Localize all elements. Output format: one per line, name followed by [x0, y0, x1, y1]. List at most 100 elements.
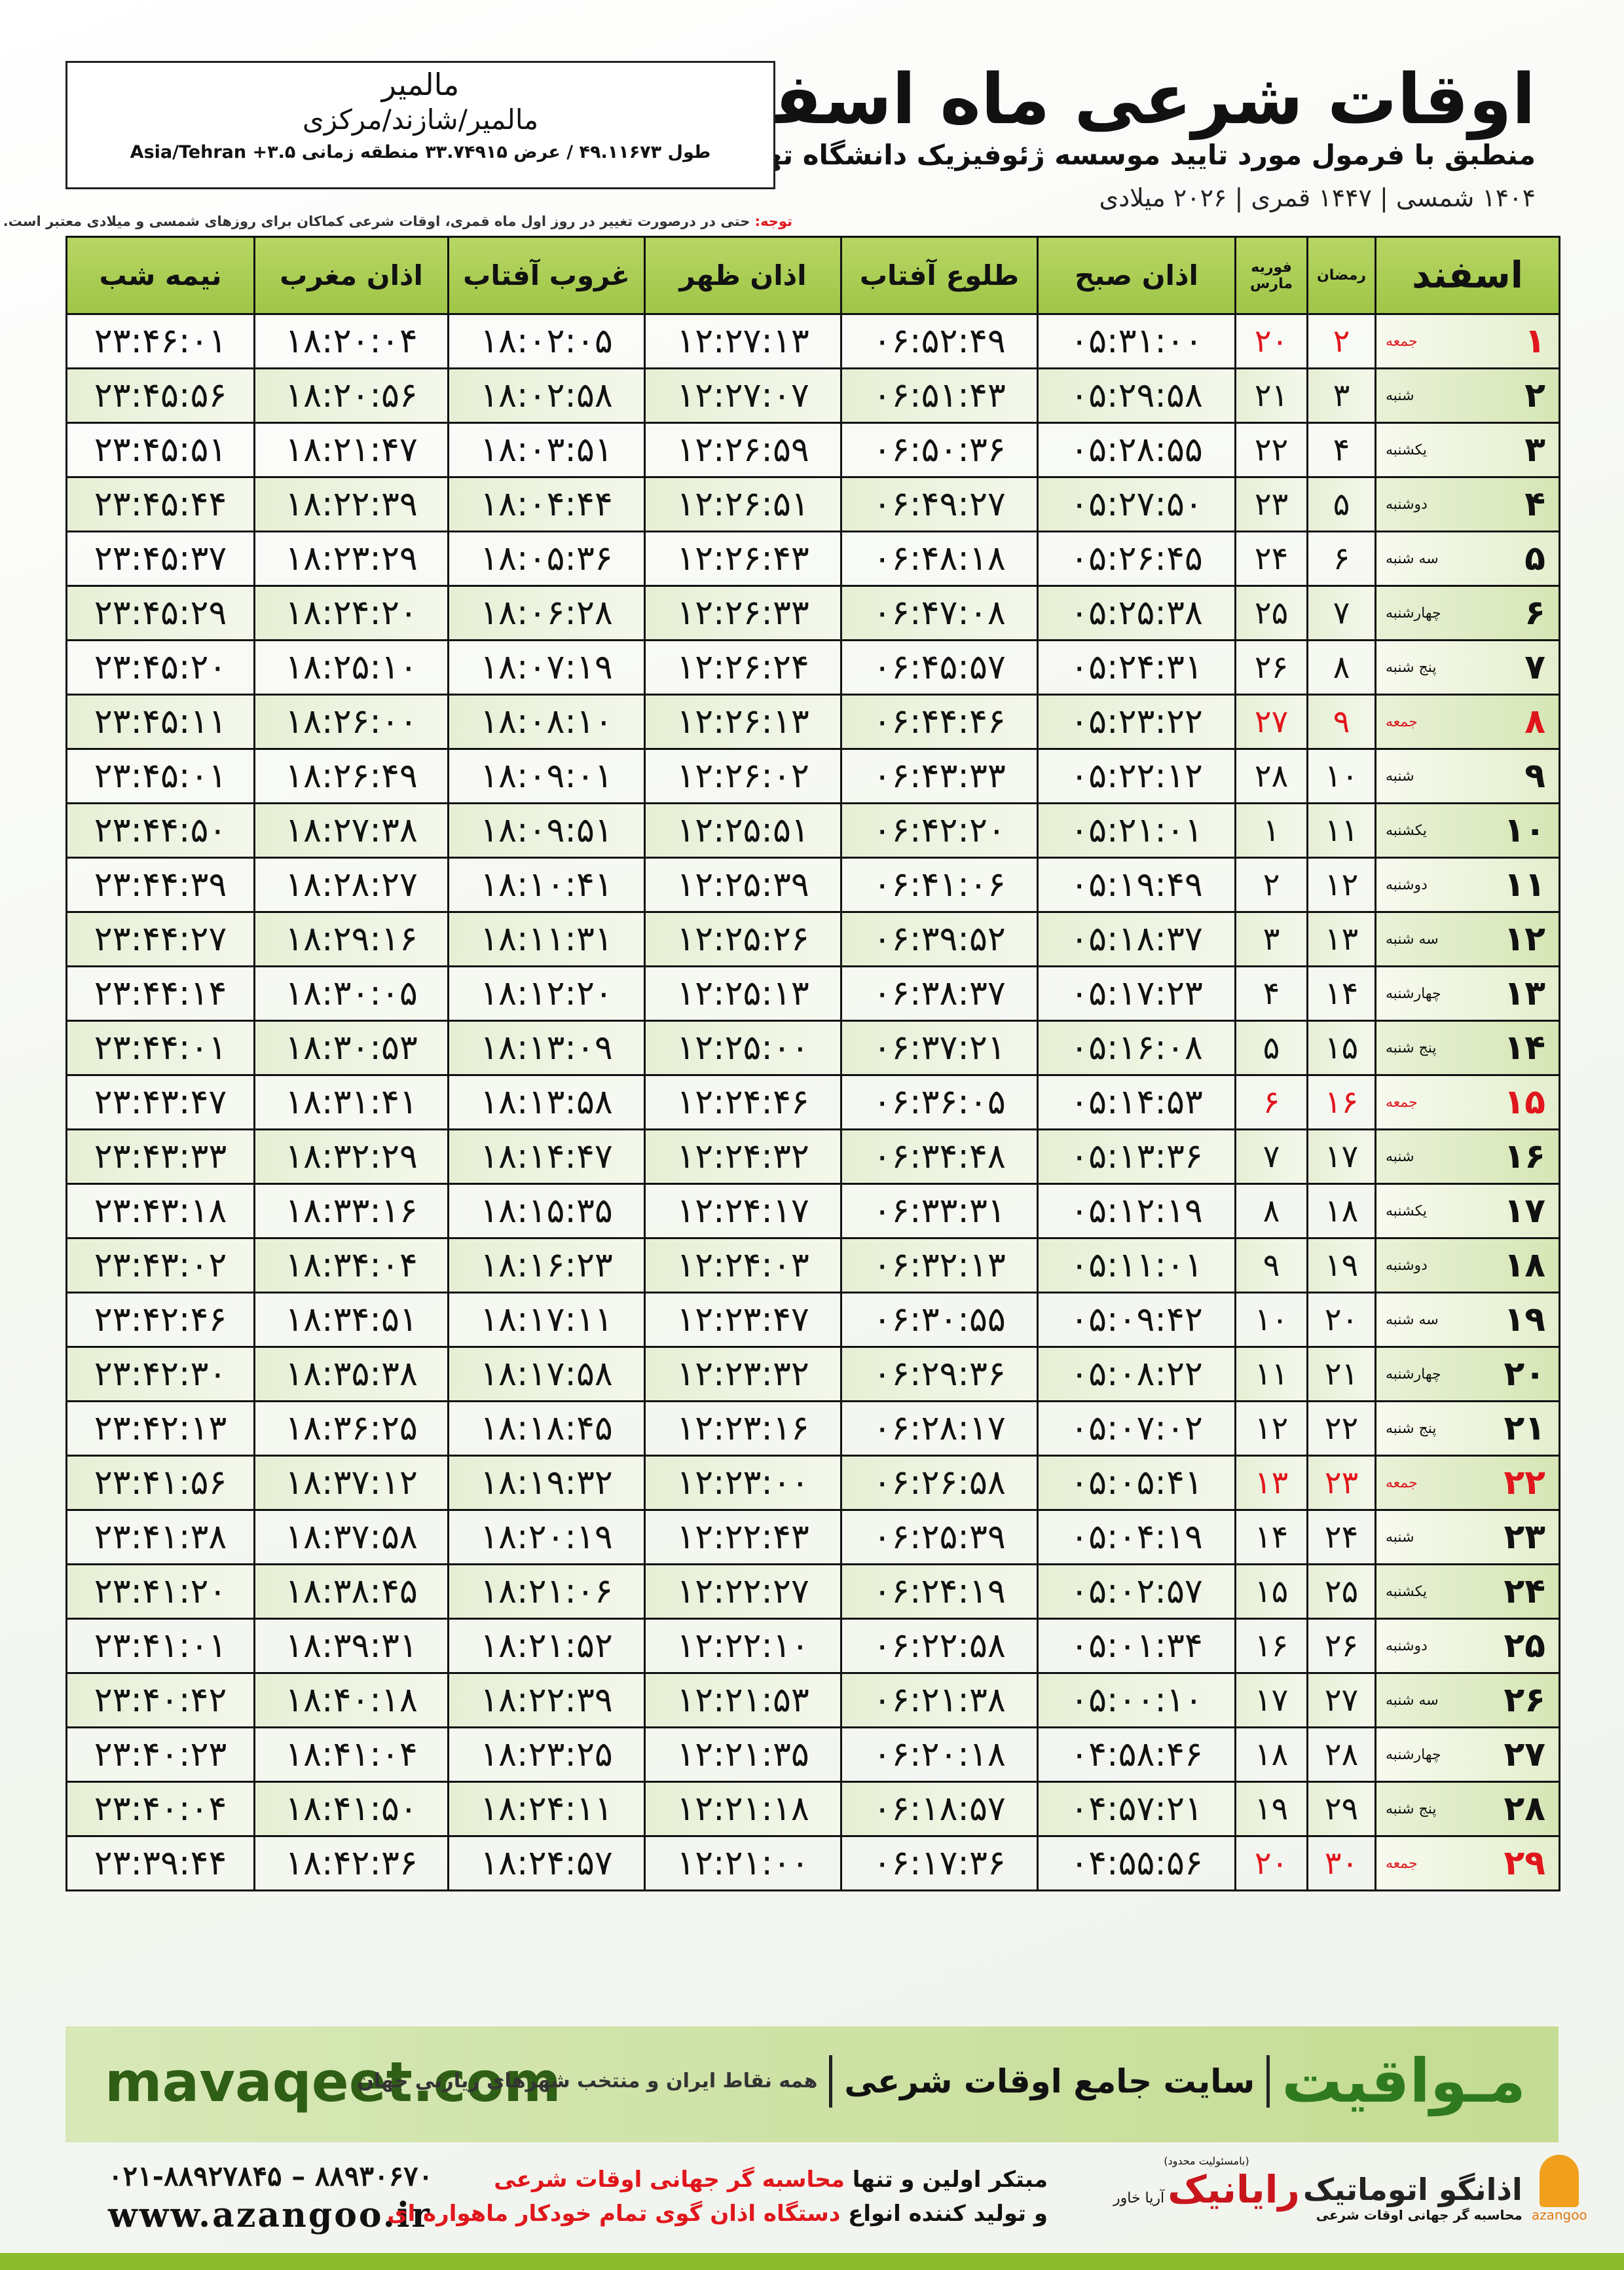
date-cell: ۱۶	[1306, 1074, 1376, 1130]
weekday: سه شنبه	[1386, 550, 1439, 567]
time-cell: ۰۵:۱۴:۵۳	[1037, 1074, 1236, 1130]
day-wrap: ۲ شنبه	[1376, 376, 1559, 415]
time-cell: ۱۸:۴۰:۱۸	[253, 1672, 449, 1728]
time-cell: ۱۸:۲۴:۵۷	[447, 1835, 646, 1891]
company-line: مبتکر اولین و تنها محاسبه گر جهانی اوقات…	[387, 2163, 1048, 2197]
bottom-strip	[0, 2253, 1624, 2270]
time-cell: ۱۲:۲۶:۵۹	[644, 422, 842, 478]
time-cell: ۱۸:۱۳:۵۸	[447, 1074, 646, 1130]
column-header: اذان مغرب	[253, 236, 449, 315]
text: مبتکر اولین و تنها	[844, 2167, 1048, 2193]
time-cell: ۱۸:۳۴:۰۴	[253, 1237, 449, 1293]
time-cell: ۰۶:۴۴:۴۶	[840, 694, 1039, 750]
time-cell: ۱۸:۰۹:۵۱	[447, 802, 646, 859]
logo-icon	[1540, 2155, 1579, 2207]
day-wrap: ۷ پنج شنبه	[1376, 648, 1559, 687]
time-cell: ۰۶:۲۵:۳۹	[840, 1509, 1039, 1565]
day-wrap: ۱۵ جمعه	[1376, 1083, 1559, 1122]
day-cell: ۹ شنبه	[1375, 748, 1560, 804]
time-cell: ۰۶:۳۰:۵۵	[840, 1292, 1039, 1348]
day-number: ۲۸	[1504, 1789, 1545, 1829]
date-cell: ۷	[1234, 1128, 1308, 1185]
day-cell: ۲۳ شنبه	[1375, 1509, 1560, 1565]
day-number: ۱۲	[1504, 920, 1545, 959]
brand: مـواقیت	[1282, 2046, 1526, 2116]
weekday: پنج شنبه	[1386, 659, 1437, 676]
weekday: جمعه	[1386, 1855, 1418, 1872]
time-cell: ۰۵:۱۱:۰۱	[1037, 1237, 1236, 1293]
time-cell: ۲۳:۴۵:۵۶	[65, 367, 255, 424]
date-cell: ۱۱	[1306, 802, 1376, 859]
date-cell: ۲۵	[1234, 585, 1308, 641]
time-cell: ۱۲:۲۴:۱۷	[644, 1183, 842, 1239]
time-cell: ۱۲:۲۴:۴۶	[644, 1074, 842, 1130]
date-cell: ۱۰	[1306, 748, 1376, 804]
logo-text: اذانگو اتوماتیک	[1303, 2172, 1522, 2207]
weekday: شنبه	[1386, 768, 1414, 785]
table-row: ۲۶ سه شنبه ۲۷ ۱۷ ۰۵:۰۰:۱۰ ۰۶:۲۱:۳۸ ۱۲:۲۱:۵۳ ۱۸:…	[65, 1672, 1560, 1728]
table-row: ۱۷ یکشنبه ۱۸ ۸ ۰۵:۱۲:۱۹ ۰۶:۳۳:۳۱ ۱۲:۲۴:۱۷ ۱۸:۱۵…	[65, 1183, 1560, 1239]
time-cell: ۲۳:۴۲:۳۰	[65, 1346, 255, 1402]
time-cell: ۱۸:۳۹:۳۱	[253, 1618, 449, 1674]
time-cell: ۱۲:۲۳:۰۰	[644, 1455, 842, 1511]
day-cell: ۱۷ یکشنبه	[1375, 1183, 1560, 1239]
day-cell: ۲ شنبه	[1375, 367, 1560, 424]
date-cell: ۱۷	[1234, 1672, 1308, 1728]
time-cell: ۱۸:۱۷:۵۸	[447, 1346, 646, 1402]
time-cell: ۱۸:۱۲:۲۰	[447, 965, 646, 1022]
column-header: رمضان	[1306, 236, 1376, 315]
logo-note: (بامسئولیت محدود)	[1164, 2155, 1249, 2167]
time-cell: ۰۵:۰۱:۳۴	[1037, 1618, 1236, 1674]
website[interactable]: www.azangoo.ir	[108, 2195, 432, 2235]
date-cell: ۱۱	[1234, 1346, 1308, 1402]
weekday: یکشنبه	[1386, 1202, 1427, 1219]
time-cell: ۰۶:۳۳:۳۱	[840, 1183, 1039, 1239]
date-cell: ۹	[1306, 694, 1376, 750]
day-number: ۲۱	[1504, 1409, 1545, 1448]
time-cell: ۲۳:۴۴:۵۰	[65, 802, 255, 859]
date-cell: ۸	[1234, 1183, 1308, 1239]
day-number: ۱۷	[1504, 1191, 1545, 1231]
time-cell: ۲۳:۴۴:۲۷	[65, 911, 255, 967]
time-cell: ۰۶:۴۲:۲۰	[840, 802, 1039, 859]
day-number: ۲۳	[1504, 1517, 1545, 1557]
day-wrap: ۸ جمعه	[1376, 702, 1559, 741]
time-cell: ۱۸:۲۰:۱۹	[447, 1509, 646, 1565]
site-url[interactable]: mavaqeet.com	[105, 2050, 561, 2114]
day-wrap: ۲۲ جمعه	[1376, 1463, 1559, 1502]
time-cell: ۲۳:۴۰:۲۳	[65, 1726, 255, 1783]
time-cell: ۰۶:۱۷:۳۶	[840, 1835, 1039, 1891]
weekday: یکشنبه	[1386, 822, 1427, 839]
table-row: ۳ یکشنبه ۴ ۲۲ ۰۵:۲۸:۵۵ ۰۶:۵۰:۳۶ ۱۲:۲۶:۵۹ ۱۸:۰۳:…	[65, 422, 1560, 478]
table-row: ۷ پنج شنبه ۸ ۲۶ ۰۵:۲۴:۳۱ ۰۶:۴۵:۵۷ ۱۲:۲۶:۲۴ ۱۸:۰…	[65, 639, 1560, 696]
date-cell: ۱۵	[1234, 1563, 1308, 1620]
location-path: مالمیر/شازند/مرکزی	[302, 103, 539, 136]
time-cell: ۰۶:۴۵:۵۷	[840, 639, 1039, 696]
day-wrap: ۱ جمعه	[1376, 322, 1559, 361]
time-cell: ۰۶:۴۳:۳۳	[840, 748, 1039, 804]
date-cell: ۲۶	[1306, 1618, 1376, 1674]
date-cell: ۱۷	[1306, 1128, 1376, 1185]
time-cell: ۲۳:۴۵:۵۱	[65, 422, 255, 478]
time-cell: ۲۳:۴۵:۰۱	[65, 748, 255, 804]
weekday: دوشنبه	[1386, 496, 1428, 513]
table-row: ۱۱ دوشنبه ۱۲ ۲ ۰۵:۱۹:۴۹ ۰۶:۴۱:۰۶ ۱۲:۲۵:۳۹ ۱۸:۱۰…	[65, 857, 1560, 913]
date-cell: ۶	[1306, 530, 1376, 587]
time-cell: ۱۸:۲۰:۵۶	[253, 367, 449, 424]
day-wrap: ۲۶ سه شنبه	[1376, 1681, 1559, 1720]
day-number: ۱۴	[1504, 1028, 1545, 1068]
text-highlight: محاسبه گر جهانی اوقات شرعی	[494, 2167, 845, 2193]
time-cell: ۱۸:۳۱:۴۱	[253, 1074, 449, 1130]
table-row: ۱۲ سه شنبه ۱۳ ۳ ۰۵:۱۸:۳۷ ۰۶:۳۹:۵۲ ۱۲:۲۵:۲۶ ۱۸:۱…	[65, 911, 1560, 967]
time-cell: ۱۲:۲۶:۳۳	[644, 585, 842, 641]
day-cell: ۱۰ یکشنبه	[1375, 802, 1560, 859]
time-cell: ۰۴:۵۸:۴۶	[1037, 1726, 1236, 1783]
date-cell: ۶	[1234, 1074, 1308, 1130]
time-cell: ۱۸:۰۸:۱۰	[447, 694, 646, 750]
table-row: ۱۰ یکشنبه ۱۱ ۱ ۰۵:۲۱:۰۱ ۰۶:۴۲:۲۰ ۱۲:۲۵:۵۱ ۱۸:۰۹…	[65, 802, 1560, 859]
time-cell: ۱۸:۰۹:۰۱	[447, 748, 646, 804]
day-cell: ۲۲ جمعه	[1375, 1455, 1560, 1511]
time-cell: ۱۸:۲۱:۵۲	[447, 1618, 646, 1674]
table-row: ۱۶ شنبه ۱۷ ۷ ۰۵:۱۳:۳۶ ۰۶:۳۴:۴۸ ۱۲:۲۴:۳۲ ۱۸:۱۴:۴…	[65, 1128, 1560, 1185]
time-cell: ۱۸:۳۷:۵۸	[253, 1509, 449, 1565]
